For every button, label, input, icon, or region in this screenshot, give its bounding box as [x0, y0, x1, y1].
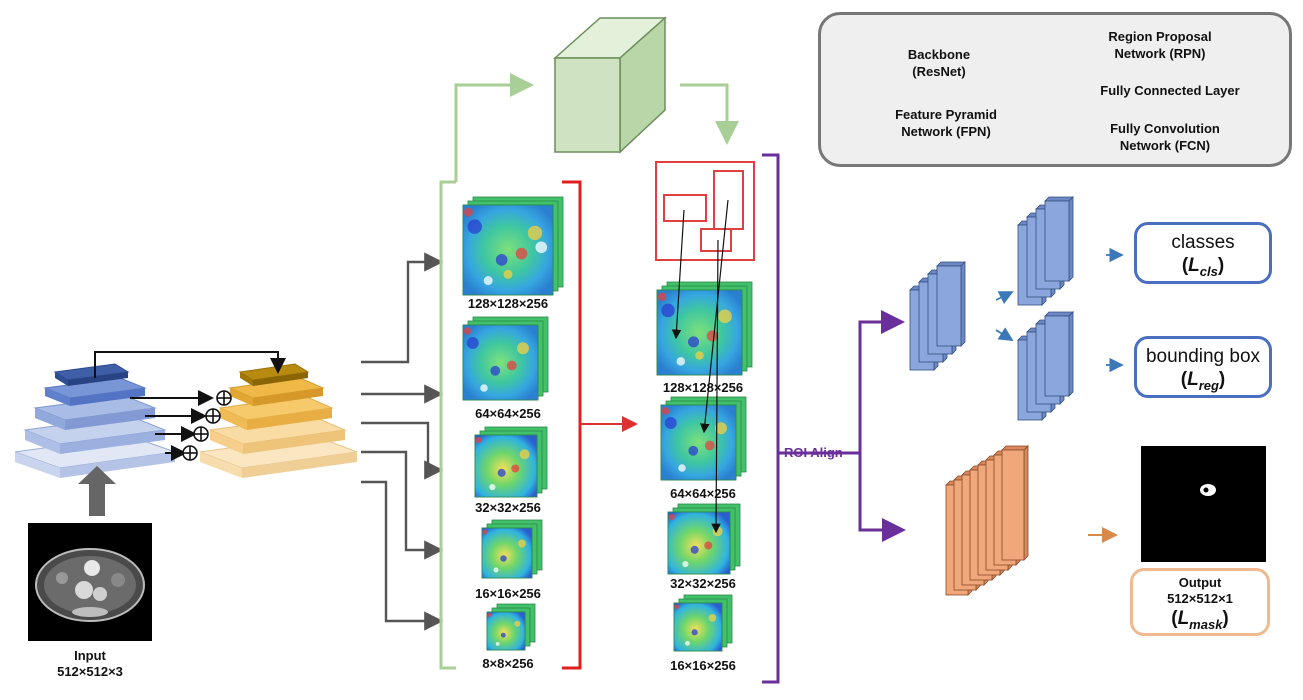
legend-rpn-label: Region Proposal Network (RPN): [1108, 29, 1212, 61]
fc-stack-classes: [1017, 196, 1074, 306]
legend-panel: [818, 12, 1292, 167]
fm-left-label-5: 8×8×256: [482, 656, 534, 671]
fm-right-stack-1: [656, 281, 753, 376]
bbox-label: bounding box: [1145, 346, 1261, 367]
fm-left-stack-2: [462, 316, 549, 401]
fcn-layers: [945, 445, 1029, 596]
fc-layers: [909, 196, 1074, 421]
output-size: 512×512×1: [1167, 591, 1233, 606]
feature-maps-left: [462, 196, 564, 651]
fm-right-label-3: 32×32×256: [670, 576, 736, 591]
roi-projection-lines: [671, 199, 729, 534]
fpn-to-features-arrows: [361, 252, 444, 631]
fm-left-stack-5: [486, 603, 536, 651]
fm-left-stack-3: [474, 426, 548, 498]
fm-left-label-1: 128×128×256: [467, 296, 549, 311]
fm-right-stack-2: [660, 396, 747, 481]
input-size: 512×512×3: [57, 664, 123, 679]
bbox-box: bounding box (Lreg): [1134, 336, 1272, 398]
region-proposals-box: [655, 161, 755, 261]
legend-fcn-label: Fully Convolution Network (FCN): [1110, 121, 1220, 153]
roi-align-label: ROI Align: [784, 445, 843, 460]
fm-left-label-3: 32×32×256: [475, 500, 541, 515]
fc-arrows: [995, 247, 1124, 373]
input-label: Input 512×512×3: [30, 648, 150, 680]
backbone-pyramid: [14, 363, 176, 478]
input-title: Input: [74, 648, 106, 663]
feature-maps-right: [656, 281, 753, 652]
legend-fc-label: Fully Connected Layer: [1100, 83, 1240, 98]
plus-icons: [182, 390, 232, 461]
output-box: Output 512×512×1 (Lmask): [1130, 568, 1270, 636]
fm-right-stack-3: [667, 503, 741, 575]
input-up-arrow: [78, 466, 116, 516]
fc-stack-bbox: [1017, 311, 1074, 421]
fm-right-stack-4: [673, 594, 733, 652]
bbox-loss: (Lreg): [1180, 369, 1226, 393]
legend-backbone-label: Backbone (ResNet): [907, 47, 971, 79]
input-ct-image: [28, 523, 152, 641]
fm-left-label-2: 64×64×256: [475, 406, 541, 421]
fcn-stack: [945, 445, 1029, 596]
fm-right-label-2: 64×64×256: [670, 486, 736, 501]
output-title: Output: [1178, 575, 1222, 590]
fm-right-label-1: 128×128×256: [662, 380, 744, 395]
classes-box: classes (Lcls): [1134, 222, 1272, 284]
fc-stack-1: [909, 261, 966, 371]
classes-loss: (Lcls): [1181, 255, 1225, 279]
fpn-lateral-connections: [94, 351, 286, 461]
fm-right-label-4: 16×16×256: [670, 658, 736, 673]
fpn-pyramid: [199, 363, 358, 478]
legend-fpn-label: Feature Pyramid Network (FPN): [895, 107, 997, 139]
mask-loss: (Lmask): [1171, 608, 1229, 632]
output-mask-image: [1141, 446, 1266, 562]
purple-bracket: [762, 153, 906, 684]
fm-left-stack-4: [481, 519, 543, 579]
fm-left-label-4: 16×16×256: [475, 586, 541, 601]
fm-left-stack-1: [462, 196, 564, 296]
classes-label: classes: [1171, 232, 1235, 253]
green-bracket: [439, 73, 739, 670]
red-bracket: [562, 180, 638, 670]
rpn-block: [553, 16, 667, 154]
